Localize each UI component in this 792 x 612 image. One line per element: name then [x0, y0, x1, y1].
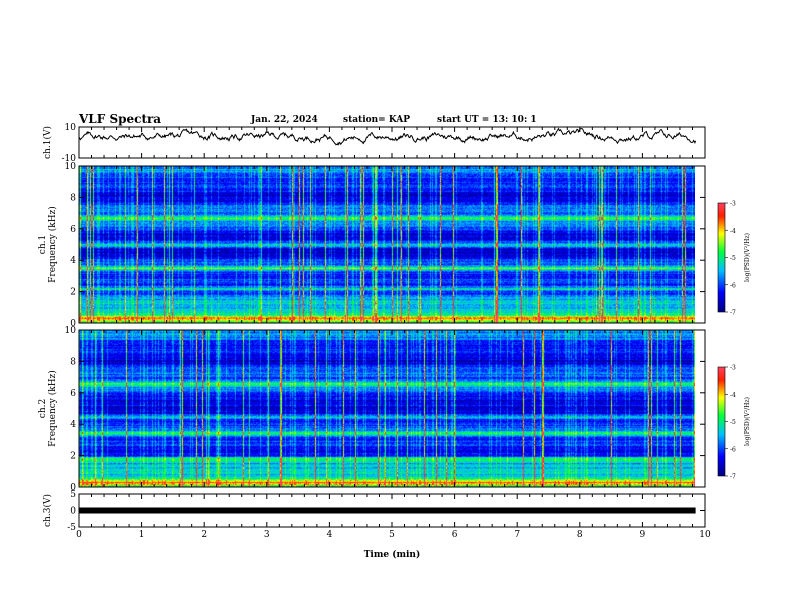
x-tick-label: 6 [452, 530, 458, 540]
ch2-spectrogram-colorbar-tick-label: -7 [730, 474, 736, 481]
chart-title: VLF Spectra [79, 112, 162, 126]
ch1-spectrogram-colorbar-label: log(PSD)(V²/Hz) [744, 233, 751, 282]
ch1-spectrogram-ytick-label: 4 [70, 256, 76, 266]
x-tick-label: 5 [389, 530, 395, 540]
ch2-spectrogram-colorbar-label: log(PSD)(V²/Hz) [744, 397, 751, 446]
start-ut-label: start UT = 13: 10: 1 [437, 115, 537, 125]
ch1-waveform-ytick-label: -10 [62, 154, 77, 164]
ch2-spectrogram-colorbar-tick-label: -6 [730, 446, 736, 453]
ch2-spectrogram-ytick-label: 0 [70, 483, 76, 493]
x-tick-label: 3 [264, 530, 270, 540]
ch1-spectrogram-colorbar-tick-label: -3 [730, 201, 736, 208]
x-tick-label: 4 [327, 530, 333, 540]
station-label: station= KAP [343, 115, 411, 125]
ch1-spectrogram-ytick-label: 10 [65, 162, 77, 172]
ch2-spectrogram-ytick-label: 4 [70, 420, 76, 430]
ch1-spectrogram-colorbar-tick-label: -4 [730, 228, 736, 235]
ch2-spectrogram-ytick-label: 6 [70, 389, 76, 399]
x-tick-label: 9 [640, 530, 646, 540]
ch1-spectrogram-ytick-label: 0 [70, 319, 76, 329]
ch3-ytick-label: 0 [70, 507, 76, 517]
ch1-waveform-line [78, 127, 697, 146]
ch2-spectrogram-ytick-label: 8 [70, 357, 76, 367]
ch1-spectrogram-ytick-label: 8 [70, 193, 76, 203]
ch1-spectrogram-ytick-label: 6 [70, 225, 76, 235]
x-tick-label: 7 [514, 530, 520, 540]
ch1-waveform-ylabel: ch.1(V) [42, 126, 53, 159]
ch2-spectrogram-ytick-label: 2 [70, 452, 76, 462]
x-tick-label: 0 [76, 530, 82, 540]
ch1-spectrogram-colorbar [717, 202, 726, 313]
x-tick-label: 10 [699, 530, 711, 540]
x-tick-label: 1 [139, 530, 145, 540]
ch1-spectrogram-ytick-label: 2 [70, 288, 76, 298]
ch3-ytick-label: 5 [70, 490, 76, 500]
ch1-spectrogram-ylabel-line1: ch.1 [38, 235, 48, 254]
ch3-ytick-label: -5 [67, 523, 76, 533]
ch2-spectrogram-ylabel-line2: Frequency (kHz) [47, 370, 58, 447]
ch2-spectrogram-colorbar-tick-label: -5 [730, 419, 736, 426]
ch1-spectrogram-colorbar-tick-label: -6 [730, 282, 736, 289]
ch1-spectrogram-colorbar-tick-label: -7 [730, 310, 736, 317]
ch1-spectrogram-image [79, 166, 695, 323]
ch2-spectrogram-colorbar-tick-label: -3 [730, 365, 736, 372]
date-label: Jan. 22, 2024 [251, 115, 318, 125]
ch3-ylabel: ch.3(V) [42, 494, 53, 527]
x-tick-label: 2 [201, 530, 207, 540]
x-axis-label: Time (min) [364, 549, 421, 560]
ch2-spectrogram-image [79, 330, 695, 487]
ch2-spectrogram-colorbar [717, 366, 726, 477]
ch1-spectrogram-ylabel-line2: Frequency (kHz) [47, 206, 58, 283]
ch1-waveform-ytick-label: 10 [65, 123, 77, 133]
ch2-spectrogram-ytick-label: 10 [65, 326, 77, 336]
ch1-spectrogram-colorbar-tick-label: -5 [730, 255, 736, 262]
x-tick-label: 8 [577, 530, 583, 540]
ch2-spectrogram-colorbar-tick-label: -4 [730, 392, 736, 399]
ch2-spectrogram-ylabel-line1: ch.2 [38, 399, 48, 418]
